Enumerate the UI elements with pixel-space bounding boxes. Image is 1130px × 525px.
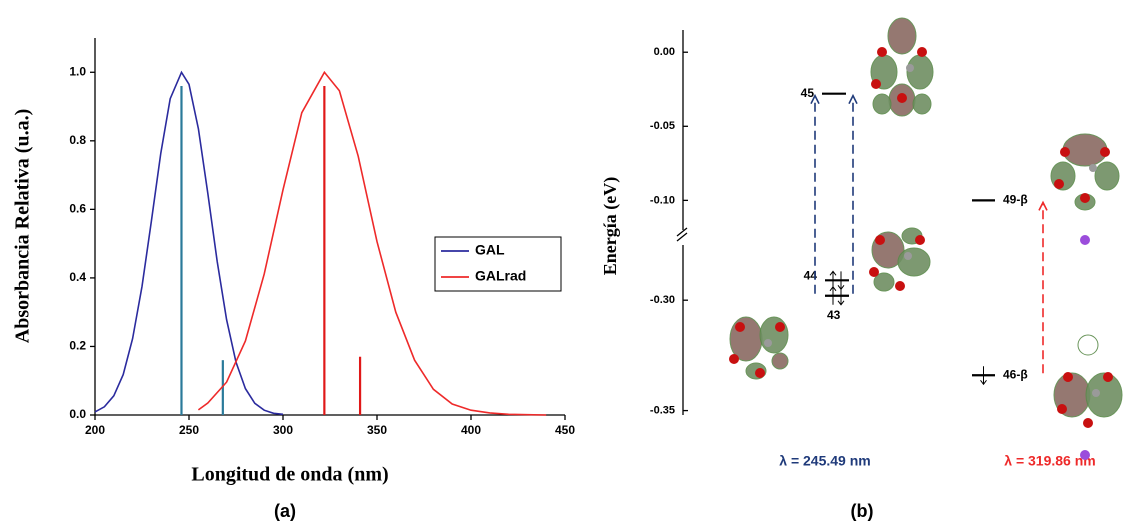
axis-break	[676, 227, 688, 242]
orbital-lobe	[1085, 372, 1123, 418]
y-tick-label: 1.0	[69, 64, 86, 78]
atom	[906, 64, 914, 72]
atom	[1089, 164, 1097, 172]
orbital	[1050, 133, 1120, 211]
atom	[1092, 389, 1100, 397]
x-axis-label: Longitud de onda (nm)	[191, 464, 388, 486]
x-tick-label: 250	[179, 423, 199, 437]
y-axis-label: Energía (eV)	[600, 177, 621, 275]
atom	[915, 235, 925, 245]
level-label: 43	[827, 308, 841, 322]
orbital-lobe	[872, 93, 892, 115]
orbital	[729, 316, 789, 380]
atom	[1083, 418, 1093, 428]
caption: (a)	[274, 501, 296, 521]
arrow-head	[848, 93, 858, 105]
caption: (b)	[851, 501, 874, 521]
legend-label: GALrad	[475, 268, 526, 284]
atom	[869, 267, 879, 277]
y-tick-label: -0.30	[650, 294, 675, 306]
y-tick-label: -0.10	[650, 194, 675, 206]
atom	[1060, 147, 1070, 157]
y-tick-label: 0.2	[69, 339, 86, 353]
orbital-lobe	[906, 54, 934, 90]
atom	[895, 281, 905, 291]
atom	[764, 339, 772, 347]
orbital-lobe	[873, 272, 895, 292]
curve	[94, 70, 284, 416]
orbital	[870, 17, 934, 117]
electron	[829, 285, 837, 305]
curve	[197, 70, 547, 416]
x-tick-label: 400	[461, 423, 481, 437]
level-label: 44	[804, 268, 818, 282]
level-label: 45	[801, 86, 815, 100]
atom	[877, 47, 887, 57]
y-tick-label: 0.6	[69, 202, 86, 216]
atom	[1063, 372, 1073, 382]
atom	[729, 354, 739, 364]
level-label: 46-β	[1003, 367, 1028, 381]
y-tick-label: 0.0	[69, 407, 86, 421]
orbital-lobe	[1077, 334, 1099, 356]
level-label: 49-β	[1003, 193, 1028, 207]
atom	[1054, 179, 1064, 189]
orbital-lobe	[1062, 133, 1108, 167]
atom	[917, 47, 927, 57]
transition-label: λ = 245.49 nm	[779, 453, 870, 469]
x-tick-label: 300	[273, 423, 293, 437]
arrow-head	[810, 93, 820, 105]
atom	[897, 93, 907, 103]
atom	[904, 252, 912, 260]
y-tick-label: 0.8	[69, 133, 86, 147]
x-tick-label: 200	[85, 423, 105, 437]
legend-box	[434, 236, 562, 292]
electron	[837, 286, 845, 306]
y-tick-label: -0.05	[650, 120, 675, 132]
atom	[1100, 147, 1110, 157]
orbital-lobe	[1094, 161, 1120, 191]
y-axis-label: Absorbancia Relativa (u.a.)	[12, 109, 34, 343]
orbital	[1053, 334, 1123, 428]
atom	[1057, 404, 1067, 414]
orbital-lobe	[897, 247, 931, 277]
arrow-head	[1038, 200, 1048, 211]
orbital-lobe	[759, 316, 789, 354]
axes	[94, 38, 565, 416]
atom	[755, 368, 765, 378]
atom	[775, 322, 785, 332]
y-tick-label: 0.00	[654, 46, 675, 58]
atom	[1080, 450, 1090, 460]
x-tick-label: 350	[367, 423, 387, 437]
orbital-lobe	[887, 17, 917, 55]
x-tick-label: 450	[555, 423, 575, 437]
atom	[735, 322, 745, 332]
atom	[1080, 193, 1090, 203]
atom	[875, 235, 885, 245]
y-tick-label: 0.4	[69, 270, 86, 284]
y-tick-label: -0.35	[650, 404, 675, 416]
legend-label: GAL	[475, 242, 505, 258]
orbital-lobe	[912, 93, 932, 115]
electron	[980, 366, 987, 386]
transition-label: λ = 319.86 nm	[1004, 453, 1095, 469]
atom	[1080, 235, 1090, 245]
orbital	[869, 227, 931, 292]
atom	[871, 79, 881, 89]
atom	[1103, 372, 1113, 382]
orbital-lobe	[771, 352, 789, 370]
